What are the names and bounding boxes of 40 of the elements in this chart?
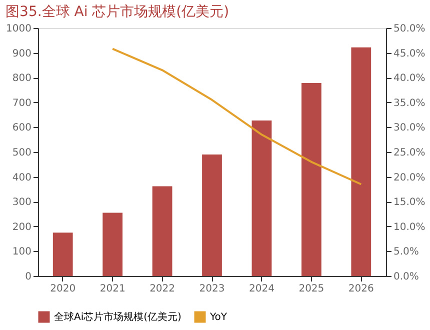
y2-tick-label: 50.0% — [394, 24, 426, 34]
x-tick-label: 2022 — [150, 284, 176, 294]
y-tick-label: 300 — [12, 197, 32, 208]
bar — [202, 154, 222, 276]
x-tick-label: 2025 — [298, 284, 324, 294]
x-tick-label: 2026 — [348, 284, 374, 294]
chart-title: 图35.全球 Ai 芯片市场规模(亿美元) — [6, 4, 230, 20]
y-tick-label: 200 — [12, 222, 32, 233]
legend-label: YoY — [209, 312, 228, 323]
bar — [252, 120, 272, 276]
y2-tick-label: 35.0% — [394, 98, 426, 109]
legend-label: 全球Ai芯片市场规模(亿美元) — [54, 311, 182, 323]
y2-tick-label: 0.0% — [394, 272, 419, 282]
y-tick-label: 1000 — [6, 24, 32, 34]
y2-tick-label: 40.0% — [394, 73, 426, 84]
y2-tick-label: 30.0% — [394, 122, 426, 134]
y-tick-label: 500 — [12, 148, 32, 158]
y-tick-label: 400 — [12, 172, 32, 184]
bar — [102, 212, 123, 276]
y-tick-label: 0 — [25, 272, 32, 282]
x-tick-label: 2020 — [50, 284, 76, 294]
y2-tick-label: 5.0% — [394, 246, 419, 258]
y-tick-label: 600 — [12, 122, 32, 134]
y2-tick-label: 10.0% — [394, 222, 426, 233]
bar — [351, 47, 372, 276]
bar — [152, 186, 172, 276]
y2-tick-label: 25.0% — [394, 148, 426, 158]
x-tick-label: 2021 — [100, 284, 126, 294]
y2-tick-label: 20.0% — [394, 172, 426, 184]
x-tick-label: 2023 — [199, 284, 225, 294]
bar — [52, 232, 73, 276]
y2-tick-label: 15.0% — [394, 197, 426, 208]
y-tick-label: 700 — [12, 98, 32, 109]
y-tick-label: 800 — [12, 73, 32, 84]
x-tick-label: 2024 — [248, 284, 274, 294]
bar — [301, 83, 322, 276]
y2-tick-label: 45.0% — [394, 48, 426, 60]
y-tick-label: 900 — [12, 48, 32, 60]
line-series — [112, 48, 362, 186]
y-tick-label: 100 — [12, 246, 32, 258]
